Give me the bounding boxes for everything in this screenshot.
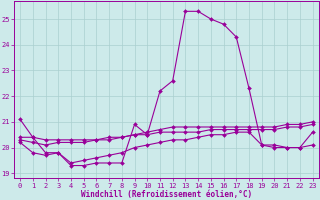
X-axis label: Windchill (Refroidissement éolien,°C): Windchill (Refroidissement éolien,°C) <box>81 190 252 199</box>
